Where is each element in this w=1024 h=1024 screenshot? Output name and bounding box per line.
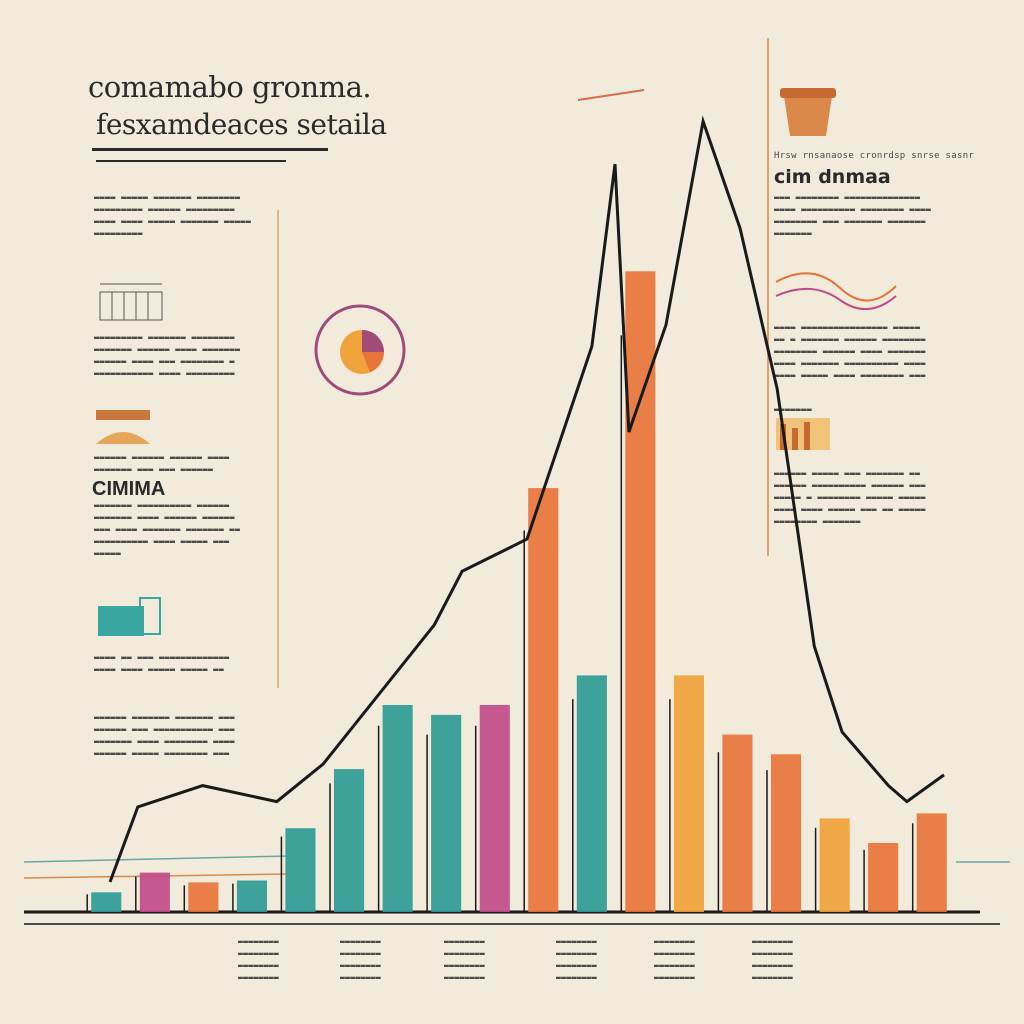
bars-group [86,271,947,912]
title-line-1: comamabo gronma. [88,70,372,104]
title-rule-2 [96,160,286,162]
bar-6 [334,769,365,912]
bar-8 [431,714,462,912]
bar-18 [916,813,947,912]
bottom-caption-3: ▬▬▬▬▬▬▬▬ ▬▬▬▬▬▬▬▬ ▬▬▬▬▬▬▬▬ ▬▬▬▬▬▬▬▬ [444,937,485,982]
bar-11 [576,675,607,912]
bar-13 [673,675,704,912]
right-heading: cim dnmaa [774,166,891,188]
building-icon [99,283,163,321]
bottom-caption-2: ▬▬▬▬▬▬▬▬ ▬▬▬▬▬▬▬▬ ▬▬▬▬▬▬▬▬ ▬▬▬▬▬▬▬▬ [340,937,381,982]
bottom-caption-5: ▬▬▬▬▬▬▬▬ ▬▬▬▬▬▬▬▬ ▬▬▬▬▬▬▬▬ ▬▬▬▬▬▬▬▬ [654,937,695,982]
bar-4 [236,880,267,912]
bottom-caption-1: ▬▬▬▬▬▬▬▬ ▬▬▬▬▬▬▬▬ ▬▬▬▬▬▬▬▬ ▬▬▬▬▬▬▬▬ [238,937,279,982]
bar-12 [625,271,656,912]
baseline-teal [23,855,291,863]
left-text-block-5: ▬▬▬▬ ▬▬ ▬▬▬ ▬▬▬▬▬▬▬▬▬▬▬▬▬ ▬▬▬▬ ▬▬▬▬ ▬▬▬▬… [94,653,230,675]
bar-10 [528,488,559,912]
bottom-caption-4: ▬▬▬▬▬▬▬▬ ▬▬▬▬▬▬▬▬ ▬▬▬▬▬▬▬▬ ▬▬▬▬▬▬▬▬ [556,937,597,982]
title-rule-1 [92,148,328,151]
left-text-block-2: ▬▬▬▬▬▬▬▬▬ ▬▬▬▬▬▬▬ ▬▬▬▬▬▬▬▬ ▬▬▬▬▬▬▬ ▬▬▬▬▬… [94,333,241,379]
bottom-caption-6: ▬▬▬▬▬▬▬▬ ▬▬▬▬▬▬▬▬ ▬▬▬▬▬▬▬▬ ▬▬▬▬▬▬▬▬ [752,937,793,982]
pie-icon [314,304,406,396]
crate-icon [98,597,161,636]
bar-3 [188,882,219,912]
left-text-block-3: ▬▬▬▬▬▬ ▬▬▬▬▬▬ ▬▬▬▬▬▬ ▬▬▬▬ ▬▬▬▬▬▬▬ ▬▬▬ ▬▬… [94,453,230,475]
bar-14 [722,734,753,912]
title-line-2: fesxamdeaces setaila [96,108,387,141]
wave-icon [775,272,897,311]
right-text-block-2: ▬▬▬▬ ▬▬▬▬▬▬▬▬▬▬▬▬▬▬▬▬ ▬▬▬▬▬ ▬▬ ▬ ▬▬▬▬▬▬▬… [774,323,926,381]
bar-2 [139,872,170,912]
bar-16 [819,818,850,912]
left-text-block-1: ▬▬▬▬ ▬▬▬▬▬ ▬▬▬▬▬▬▬ ▬▬▬▬▬▬▬▬ ▬▬▬▬▬▬▬▬▬ ▬▬… [94,193,252,239]
overlay-line [108,115,945,883]
bar-9 [479,705,510,912]
left-text-block-6: ▬▬▬▬▬▬ ▬▬▬▬▬▬▬ ▬▬▬▬▬▬▬ ▬▬▬ ▬▬▬▬▬▬ ▬▬▬ ▬▬… [94,713,235,759]
arrow-mark [577,89,645,101]
bar-17 [868,843,899,912]
right-text-block-1: ▬▬▬ ▬▬▬▬▬▬▬▬ ▬▬▬▬▬▬▬▬▬▬▬▬▬▬ ▬▬▬▬ ▬▬▬▬▬▬▬… [774,193,932,239]
bucket-icon [780,88,836,136]
right-top-caption: Hrsw rnsanaose cronrdsp snrse sasnr [774,151,975,161]
left-text-block-4: ▬▬▬▬▬▬▬ ▬▬▬▬▬▬▬▬▬▬ ▬▬▬▬▬▬ ▬▬▬▬▬▬▬ ▬▬▬▬ ▬… [94,501,241,559]
left-heading: CIMIMA [92,478,166,500]
bar-5 [285,828,316,912]
bar-1 [91,892,122,912]
bar-7 [382,705,413,912]
right-text-block-3: ▬▬▬▬▬▬▬ [774,405,812,415]
bowl-icon [96,410,150,444]
bar-15 [771,754,802,912]
